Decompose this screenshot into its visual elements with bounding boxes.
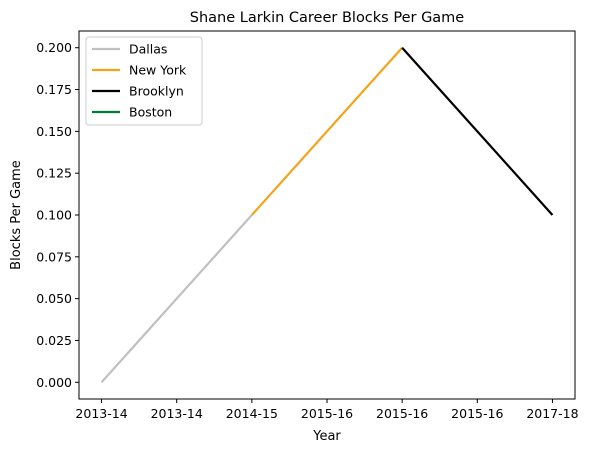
y-tick-label: 0.025 — [36, 333, 72, 348]
x-tick-label: 2013-14 — [151, 406, 203, 421]
x-tick-label: 2017-18 — [526, 406, 578, 421]
chart-title: Shane Larkin Career Blocks Per Game — [190, 10, 465, 26]
x-tick-label: 2013-14 — [75, 406, 127, 421]
axis-ticks: 0.000 0.025 0.050 0.075 0.100 0.125 0.150 0.175… — [36, 40, 578, 421]
series-line-new-york — [251, 46, 403, 216]
y-tick-label: 0.150 — [36, 124, 72, 139]
y-tick-label: 0.125 — [36, 166, 72, 181]
series-line-dallas — [100, 214, 253, 384]
y-axis-label: Blocks Per Game — [9, 160, 24, 270]
y-tick-label: 0.050 — [36, 291, 72, 306]
series-line-brooklyn — [401, 46, 554, 216]
y-tick-label: 0.175 — [36, 82, 72, 97]
legend: Dallas New York Brooklyn Boston — [85, 36, 203, 126]
y-tick-label: 0.200 — [36, 40, 72, 55]
plot-frame — [78, 30, 576, 400]
x-tick-label: 2015-16 — [301, 406, 353, 421]
legend-box — [85, 36, 203, 126]
series-lines — [100, 46, 554, 384]
y-tick-label: 0.100 — [36, 208, 72, 223]
legend-label: New York — [129, 63, 187, 78]
y-tick-label: 0.075 — [36, 249, 72, 264]
legend-label: Boston — [129, 105, 172, 120]
x-tick-label: 2015-16 — [451, 406, 503, 421]
x-axis-label: Year — [312, 429, 341, 444]
y-tick-label: 0.000 — [36, 375, 72, 390]
legend-label: Brooklyn — [129, 84, 184, 99]
x-tick-label: 2014-15 — [226, 406, 278, 421]
legend-label: Dallas — [129, 42, 167, 57]
x-tick-label: 2015-16 — [376, 406, 428, 421]
